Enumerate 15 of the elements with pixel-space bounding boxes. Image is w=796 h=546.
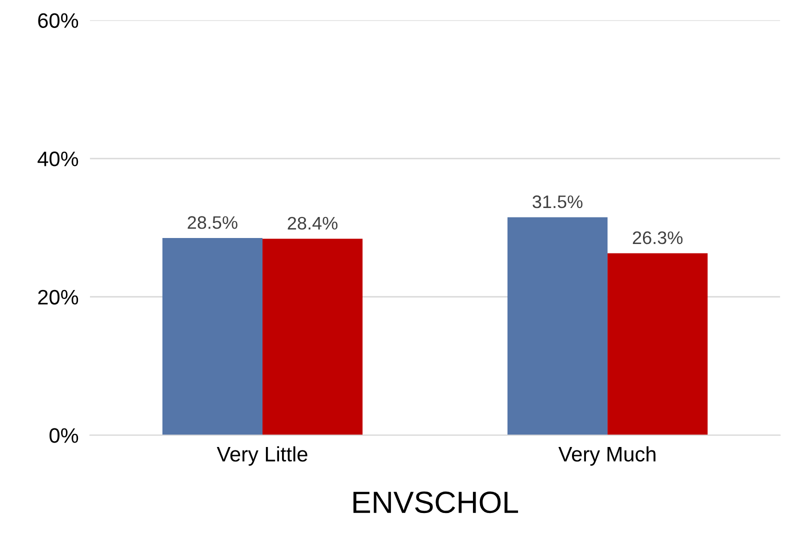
- x-tick-label: Very Little: [216, 446, 308, 466]
- y-tick-label: 20%: [38, 290, 78, 305]
- y-tick-label: 0%: [50, 428, 78, 443]
- data-label: 28.5%: [188, 216, 238, 229]
- bar: [608, 253, 708, 436]
- x-axis-title: ENVSCHOL: [353, 492, 518, 514]
- bar: [162, 238, 262, 436]
- data-label: 26.3%: [632, 231, 683, 244]
- data-label: 31.5%: [532, 195, 582, 208]
- y-tick-label: 40%: [38, 152, 78, 166]
- data-label: 28.4%: [288, 216, 338, 230]
- x-tick-label: Very Much: [558, 446, 656, 466]
- bar: [507, 217, 608, 436]
- y-tick-label: 60%: [38, 13, 78, 28]
- bar: [262, 238, 363, 436]
